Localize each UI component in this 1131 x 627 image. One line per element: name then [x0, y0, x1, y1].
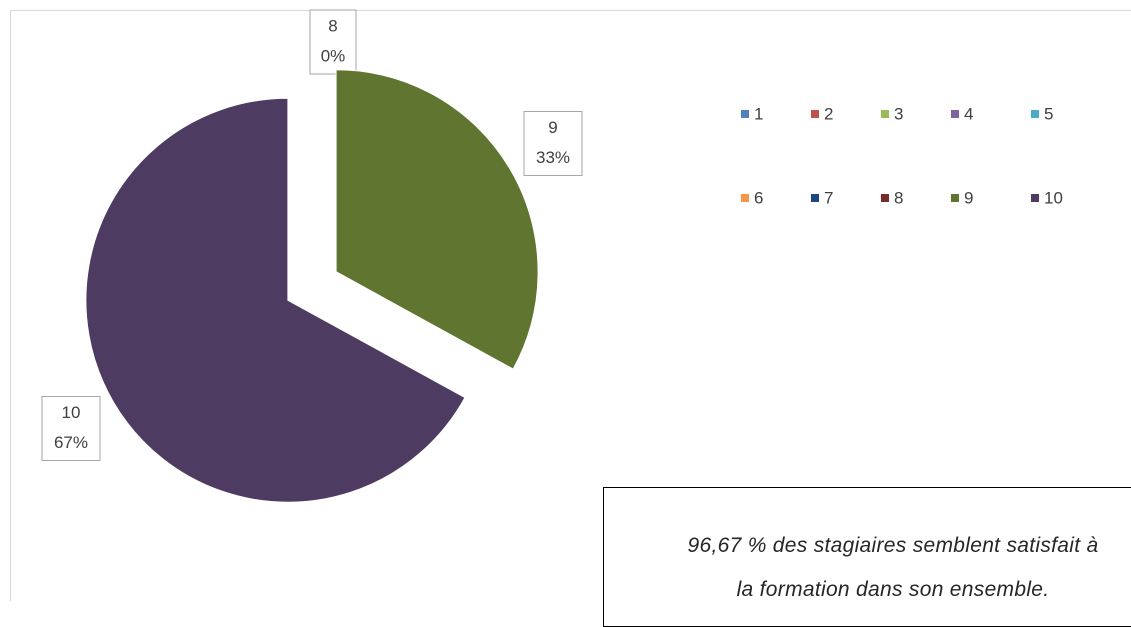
annotation-line: la formation dans son ensemble.	[604, 568, 1131, 612]
data-label-category: 9	[548, 118, 557, 137]
legend-swatch	[741, 110, 749, 118]
legend-label: 7	[824, 188, 833, 207]
legend-swatch	[951, 194, 959, 202]
legend-swatch	[881, 194, 889, 202]
legend-label: 9	[964, 188, 973, 207]
data-label-category: 10	[62, 403, 81, 422]
legend-label: 5	[1044, 104, 1053, 123]
annotation-box: 96,67 % des stagiaires semblent satisfai…	[603, 487, 1131, 627]
legend-swatch	[811, 110, 819, 118]
data-label-value: 67%	[54, 433, 88, 452]
legend-swatch	[1031, 110, 1039, 118]
legend-label: 2	[824, 104, 833, 123]
legend-label: 8	[894, 188, 903, 207]
legend-label: 3	[894, 104, 903, 123]
legend-swatch	[951, 110, 959, 118]
legend-label: 1	[754, 104, 763, 123]
pie-slice	[336, 70, 538, 369]
legend-swatch	[881, 110, 889, 118]
annotation-line: 96,67 % des stagiaires semblent satisfai…	[604, 524, 1131, 568]
legend-label: 6	[754, 188, 763, 207]
data-label-value: 0%	[321, 46, 346, 65]
legend-swatch	[811, 194, 819, 202]
data-label-category: 8	[328, 16, 337, 35]
data-label-value: 33%	[536, 148, 570, 167]
legend-label: 10	[1044, 188, 1063, 207]
legend-swatch	[741, 194, 749, 202]
legend-swatch	[1031, 194, 1039, 202]
legend-label: 4	[964, 104, 973, 123]
page: 8 0% 9 33% 10 67% 1 2 3 4 5 6 7 8 9 10 96,67 % des stag…	[0, 0, 1131, 601]
